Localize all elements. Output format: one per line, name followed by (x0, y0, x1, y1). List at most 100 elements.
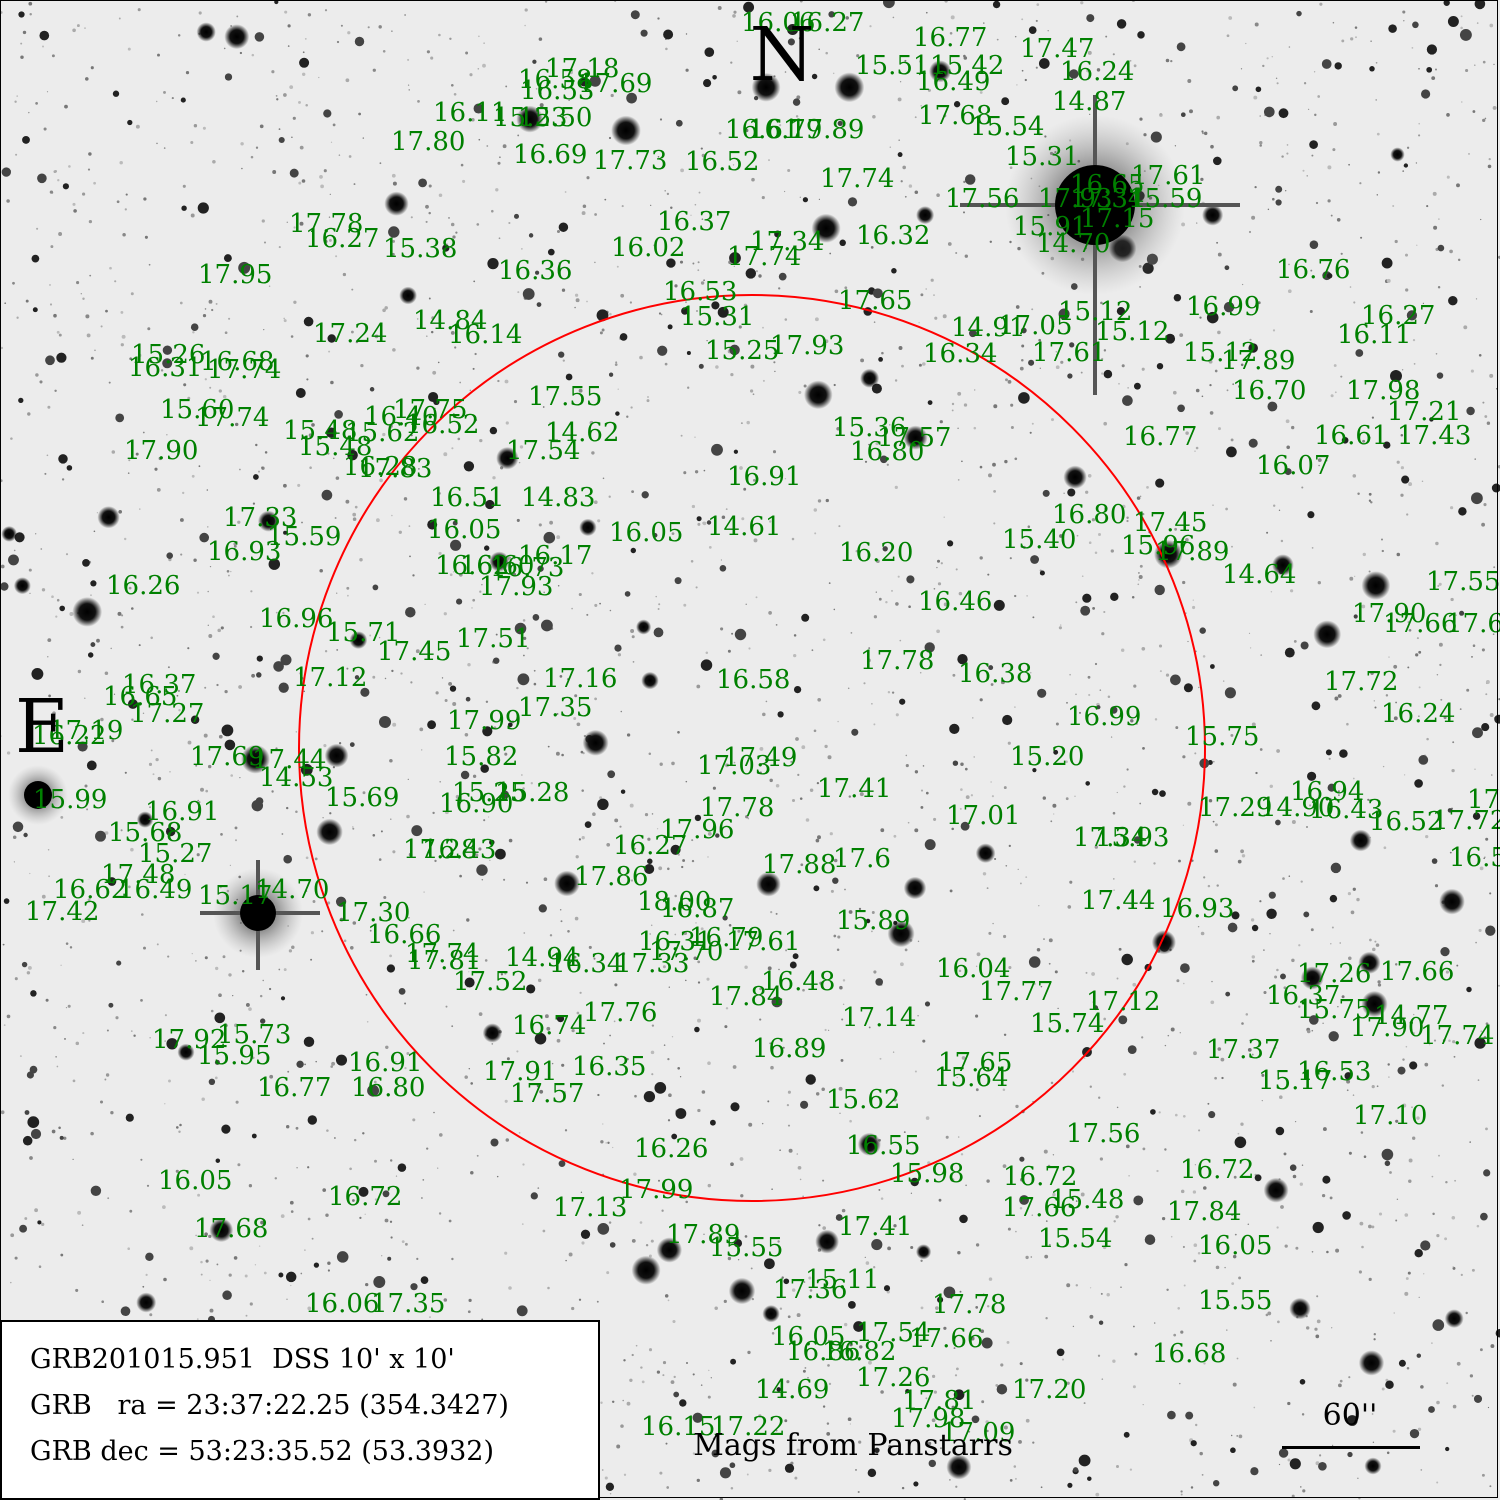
faint-star (674, 894, 677, 898)
faint-star (683, 471, 687, 475)
faint-star (1100, 1292, 1103, 1295)
faint-star (106, 1029, 109, 1032)
faint-star (15, 153, 18, 156)
faint-star (524, 24, 526, 27)
faint-star (1278, 509, 1281, 511)
faint-star (850, 632, 853, 634)
faint-star (796, 1153, 799, 1155)
faint-star (1123, 1072, 1127, 1076)
faint-star (12, 835, 17, 839)
faint-star (1251, 1053, 1254, 1056)
faint-star (1291, 958, 1295, 963)
faint-star (617, 388, 619, 390)
faint-star (1075, 693, 1077, 696)
faint-star (1309, 804, 1312, 807)
faint-star (1080, 1, 1084, 5)
faint-star (1247, 1048, 1252, 1052)
faint-star (956, 1367, 959, 1371)
faint-star (732, 164, 735, 166)
faint-star (740, 422, 743, 425)
faint-star (811, 649, 814, 652)
faint-star (547, 745, 550, 748)
faint-star (774, 370, 776, 373)
faint-star (478, 138, 481, 141)
faint-star (1116, 977, 1119, 980)
faint-star (1395, 701, 1397, 704)
faint-star (1493, 63, 1495, 66)
faint-star (392, 850, 396, 854)
faint-star (626, 415, 629, 418)
faint-star (1438, 582, 1442, 586)
faint-star (873, 1266, 876, 1269)
faint-star (960, 1153, 964, 1156)
faint-star (191, 474, 195, 478)
faint-star (382, 50, 386, 53)
faint-star (426, 50, 430, 54)
faint-star (47, 405, 51, 409)
faint-star (222, 394, 227, 399)
faint-star (538, 523, 542, 527)
faint-star (1472, 110, 1476, 113)
faint-star (647, 837, 651, 841)
faint-star (1134, 1352, 1138, 1356)
faint-star (900, 962, 904, 967)
faint-star (606, 1271, 610, 1275)
faint-star (336, 592, 338, 594)
faint-star (192, 331, 195, 334)
faint-star (1404, 1213, 1409, 1217)
faint-star (120, 829, 123, 832)
faint-star (1491, 774, 1493, 776)
faint-star (129, 357, 133, 361)
faint-star (993, 490, 996, 493)
faint-star (378, 636, 381, 639)
faint-star (822, 1405, 826, 1408)
faint-star (983, 22, 985, 24)
faint-star (917, 1015, 919, 1017)
faint-star (196, 415, 198, 418)
faint-star (147, 327, 151, 331)
faint-star (1408, 482, 1413, 487)
faint-star (224, 331, 228, 335)
faint-star (670, 1380, 675, 1385)
faint-star (1207, 1102, 1210, 1105)
faint-star (351, 288, 354, 291)
faint-star (803, 384, 807, 388)
faint-star (560, 920, 563, 923)
faint-star (1038, 905, 1040, 907)
faint-star (608, 136, 612, 140)
faint-star (611, 1400, 615, 1404)
faint-star (434, 859, 437, 863)
faint-star (372, 675, 376, 679)
faint-star (933, 817, 937, 821)
faint-star (508, 1286, 512, 1290)
faint-star (1276, 1226, 1279, 1229)
faint-star (504, 1251, 508, 1255)
faint-star (1141, 1036, 1144, 1039)
faint-star (981, 1400, 985, 1404)
faint-star (1047, 29, 1049, 32)
faint-star (543, 591, 546, 594)
faint-star (1187, 640, 1189, 643)
faint-star (303, 690, 306, 693)
faint-star (837, 935, 841, 939)
faint-star (952, 673, 956, 677)
faint-star (996, 116, 999, 118)
faint-star (113, 693, 116, 695)
faint-star (657, 17, 660, 20)
faint-star (1418, 134, 1421, 137)
faint-star (1138, 579, 1140, 581)
faint-star (90, 1131, 94, 1136)
faint-star (701, 1090, 706, 1094)
faint-star (1003, 1425, 1008, 1430)
faint-star (48, 875, 50, 878)
faint-star (858, 907, 862, 911)
faint-star (216, 683, 219, 687)
faint-star (1002, 1088, 1006, 1091)
faint-star (156, 488, 161, 492)
faint-star (68, 165, 71, 168)
faint-star (410, 216, 413, 219)
faint-star (251, 53, 255, 57)
faint-star (1083, 1402, 1086, 1405)
faint-star (248, 1007, 252, 1011)
faint-star (1401, 369, 1404, 371)
